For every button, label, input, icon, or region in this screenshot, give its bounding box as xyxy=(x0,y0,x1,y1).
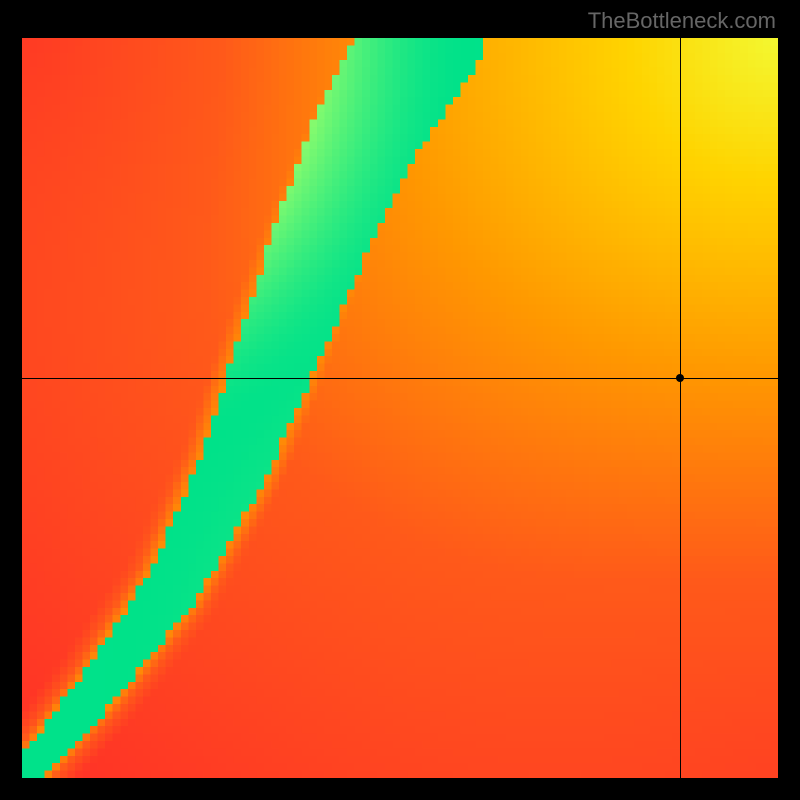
crosshair-horizontal xyxy=(22,378,778,379)
plot-area xyxy=(22,38,778,778)
crosshair-vertical xyxy=(680,38,681,778)
marker-dot xyxy=(676,374,684,382)
watermark-text: TheBottleneck.com xyxy=(588,8,776,34)
heatmap-canvas xyxy=(22,38,778,778)
